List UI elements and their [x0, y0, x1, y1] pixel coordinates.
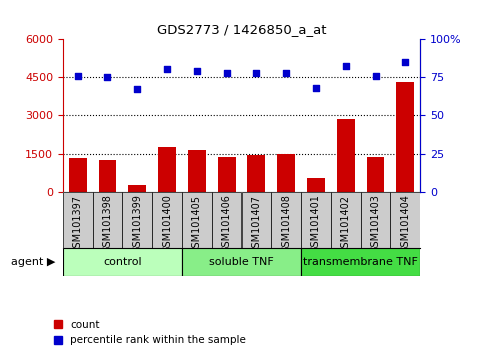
Bar: [337, 119, 355, 192]
Bar: [182, 192, 212, 248]
Bar: [99, 160, 116, 192]
Point: [133, 86, 141, 92]
Bar: [331, 192, 361, 248]
Point: [193, 68, 201, 74]
Text: GSM101397: GSM101397: [72, 194, 83, 253]
Bar: [397, 82, 414, 192]
Bar: [93, 192, 122, 248]
Point: [312, 85, 320, 91]
Point: [253, 70, 260, 75]
Point: [282, 70, 290, 75]
Text: GSM101408: GSM101408: [281, 194, 291, 253]
Bar: [69, 158, 86, 192]
Text: GSM101405: GSM101405: [192, 194, 202, 253]
Text: GSM101404: GSM101404: [400, 194, 411, 253]
Bar: [301, 192, 331, 248]
Bar: [367, 157, 384, 192]
Bar: [152, 192, 182, 248]
Point: [401, 59, 409, 65]
Point: [74, 73, 82, 79]
Bar: [390, 192, 420, 248]
Bar: [212, 192, 242, 248]
Bar: [242, 192, 271, 248]
Text: GSM101407: GSM101407: [251, 194, 261, 253]
Bar: [247, 155, 265, 192]
Bar: [307, 178, 325, 192]
Bar: [218, 157, 236, 192]
Bar: [158, 147, 176, 192]
Text: GSM101403: GSM101403: [370, 194, 381, 253]
Point: [342, 64, 350, 69]
Text: agent ▶: agent ▶: [11, 257, 56, 267]
Legend: count, percentile rank within the sample: count, percentile rank within the sample: [54, 320, 246, 345]
Text: transmembrane TNF: transmembrane TNF: [303, 257, 418, 267]
Bar: [63, 192, 93, 248]
Bar: [128, 184, 146, 192]
Bar: [182, 248, 301, 276]
Bar: [301, 248, 420, 276]
Text: soluble TNF: soluble TNF: [209, 257, 274, 267]
Bar: [277, 154, 295, 192]
Point: [223, 70, 230, 75]
Bar: [271, 192, 301, 248]
Bar: [361, 192, 390, 248]
Bar: [122, 192, 152, 248]
Text: GSM101406: GSM101406: [222, 194, 232, 253]
Point: [163, 67, 171, 72]
Text: GSM101401: GSM101401: [311, 194, 321, 253]
Bar: [188, 150, 206, 192]
Text: control: control: [103, 257, 142, 267]
Point: [372, 73, 380, 79]
Text: GSM101399: GSM101399: [132, 194, 142, 253]
Title: GDS2773 / 1426850_a_at: GDS2773 / 1426850_a_at: [157, 23, 326, 36]
Bar: [63, 248, 182, 276]
Point: [104, 74, 112, 80]
Text: GSM101398: GSM101398: [102, 194, 113, 253]
Text: GSM101400: GSM101400: [162, 194, 172, 253]
Text: GSM101402: GSM101402: [341, 194, 351, 253]
